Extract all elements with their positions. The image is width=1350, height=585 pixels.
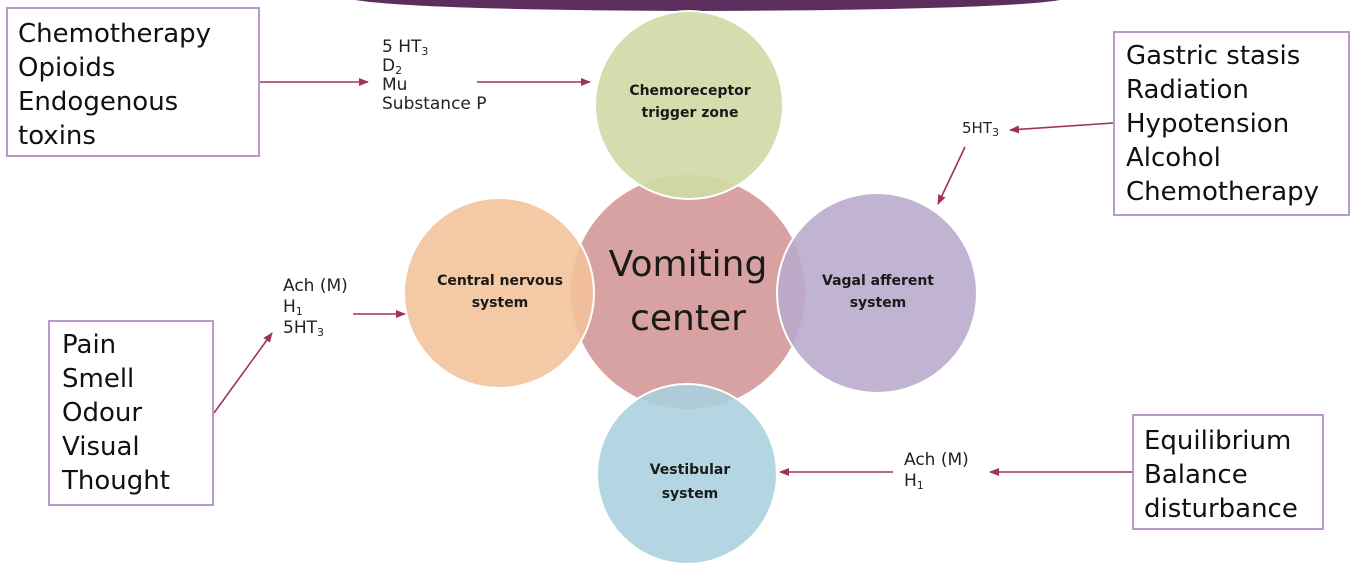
- ctz-receptor-mu: Mu: [382, 75, 408, 95]
- cns-receptor-5ht3-base: 5HT: [283, 318, 317, 338]
- vestibular-receptors: Ach (M) H1: [904, 450, 969, 492]
- vestibular-label-line2: system: [661, 486, 719, 502]
- ctz-receptor-5ht3-sub: 3: [421, 45, 429, 58]
- vagal-label-line1: Vagal afferent: [822, 273, 934, 289]
- vestibular-receptor-ach: Ach (M): [904, 450, 969, 470]
- cns-cause-1: Pain: [62, 330, 117, 360]
- vagal-label: Vagal afferent system: [798, 270, 958, 314]
- vestibular-cause-1: Equilibrium: [1144, 426, 1292, 456]
- ctz-receptor-substance-p: Substance P: [382, 94, 487, 114]
- vestibular-causes-box: Equilibrium Balance disturbance: [1132, 414, 1324, 530]
- cns-cause-3: Odour: [62, 398, 143, 428]
- vestibular-cause-2: Balance: [1144, 460, 1248, 490]
- vagal-circle: [776, 192, 978, 394]
- ctz-label-line1: Chemoreceptor: [629, 83, 751, 99]
- cns-receptor-h1-sub: 1: [295, 305, 303, 318]
- vagal-cause-1: Gastric stasis: [1126, 41, 1301, 71]
- cns-receptors: Ach (M) H1 5HT3: [283, 276, 348, 339]
- cns-label-line1: Central nervous: [437, 273, 563, 289]
- vagal-cause-3: Hypotension: [1126, 109, 1290, 139]
- vestibular-receptor-h1-base: H: [904, 471, 917, 491]
- ctz-causes-box: Chemotherapy Opioids Endogenous toxins: [6, 7, 260, 157]
- cns-label: Central nervous system: [420, 270, 580, 314]
- ctz-cause-4: toxins: [18, 121, 96, 151]
- ctz-receptor-d2-base: D: [382, 56, 396, 76]
- ctz-label: Chemoreceptor trigger zone: [600, 80, 780, 124]
- ctz-cause-1: Chemotherapy: [18, 19, 212, 49]
- cns-cause-2: Smell: [62, 364, 135, 394]
- ctz-receptor-d2-sub: 2: [395, 64, 403, 77]
- cns-causes-box: Pain Smell Odour Visual Thought: [48, 320, 214, 506]
- vomiting-center-line1: Vomiting: [608, 244, 768, 285]
- arrow-receptor-to-vagal: [937, 146, 966, 205]
- vestibular-label: Vestibular system: [610, 458, 770, 506]
- vagal-label-line2: system: [849, 295, 907, 311]
- cns-receptor-h1: H1: [283, 297, 348, 318]
- vomiting-center-label: Vomiting center: [588, 238, 788, 346]
- ctz-circle: [594, 10, 784, 200]
- vomiting-center-line2: center: [630, 298, 746, 339]
- arrow-vagal-causes-to-receptor: [1009, 122, 1114, 134]
- vagal-cause-2: Radiation: [1126, 75, 1249, 105]
- ctz-receptor-5ht3-base: 5 HT: [382, 37, 422, 57]
- vestibular-receptor-h1: H1: [904, 471, 969, 492]
- ctz-cause-3: Endogenous: [18, 87, 179, 117]
- cns-cause-4: Visual: [62, 432, 140, 462]
- cns-receptor-ach: Ach (M): [283, 276, 348, 296]
- top-decorative-bar: [355, 0, 1060, 11]
- ctz-receptors: 5 HT3 D2 Mu Substance P: [382, 38, 487, 114]
- ctz-receptor-d2: D2: [382, 56, 487, 77]
- vagal-cause-4: Alcohol: [1126, 143, 1221, 173]
- vestibular-receptor-h1-sub: 1: [916, 479, 924, 492]
- vagal-cause-5: Chemotherapy: [1126, 177, 1320, 207]
- vestibular-label-line1: Vestibular: [649, 462, 731, 478]
- ctz-cause-2: Opioids: [18, 53, 116, 83]
- vagal-receptors: 5HT3: [962, 119, 999, 138]
- cns-receptor-5ht3-sub: 3: [316, 326, 324, 339]
- cns-receptor-5ht3: 5HT3: [283, 318, 348, 339]
- cns-receptor-h1-base: H: [283, 297, 296, 317]
- ctz-label-line2: trigger zone: [641, 105, 739, 121]
- vagal-causes-box: Gastric stasis Radiation Hypotension Alc…: [1113, 31, 1350, 216]
- cns-cause-5: Thought: [62, 466, 170, 496]
- vagal-receptor-5ht3: 5HT3: [962, 119, 999, 138]
- ctz-receptor-5ht3: 5 HT3: [382, 37, 487, 58]
- cns-label-line2: system: [471, 295, 529, 311]
- arrow-cns-causes-to-receptors: [213, 332, 273, 414]
- cns-circle: [403, 197, 595, 389]
- vestibular-circle: [596, 383, 778, 565]
- vagal-receptor-5ht3-sub: 3: [992, 126, 999, 139]
- vestibular-cause-3: disturbance: [1144, 494, 1298, 524]
- vagal-receptor-5ht3-base: 5HT: [962, 119, 992, 137]
